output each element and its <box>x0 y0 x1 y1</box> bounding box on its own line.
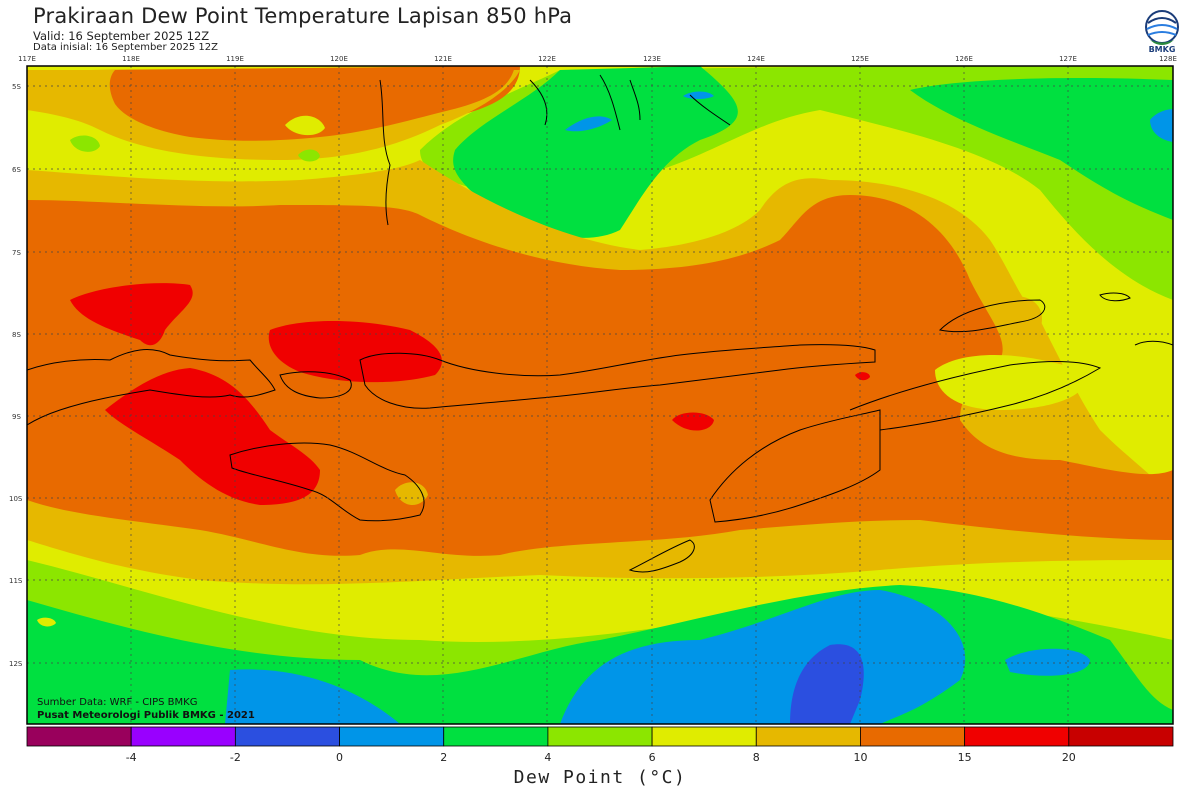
lat-label: 7S <box>12 249 21 257</box>
lon-label: 124E <box>747 55 765 63</box>
lat-label: 5S <box>12 83 21 91</box>
lon-label: 126E <box>955 55 973 63</box>
coast-timor-east <box>849 361 1102 431</box>
coast-lombok <box>279 371 352 399</box>
coast-sumbawa2 <box>359 344 876 409</box>
valid-time: Valid: 16 September 2025 12Z <box>33 29 210 43</box>
lon-labels: 117E 118E 119E 120E 121E 122E 123E 124E … <box>18 55 1177 63</box>
lat-labels: 5S 6S 7S 8S 9S 10S 11S 12S <box>9 83 23 668</box>
field-red-lombok <box>268 321 442 383</box>
lat-label: 9S <box>12 413 21 421</box>
field-lightblue-ne <box>1150 109 1173 142</box>
coast-kisar <box>1134 340 1173 346</box>
field-blue-south <box>790 644 864 724</box>
field-orange-nw2 <box>109 66 515 141</box>
field-lightblue-se <box>1005 648 1090 676</box>
lon-label: 120E <box>330 55 348 63</box>
gridlines <box>27 66 1173 724</box>
lon-label: 125E <box>851 55 869 63</box>
lat-label: 6S <box>12 166 21 174</box>
bmkg-logo-icon <box>1145 10 1179 45</box>
lon-label: 127E <box>1059 55 1077 63</box>
field-red-dot2 <box>855 372 870 381</box>
lon-label: 118E <box>122 55 140 63</box>
coast-timor <box>709 409 881 523</box>
lon-label: 117E <box>18 55 36 63</box>
field-amber-east <box>1000 296 1042 336</box>
field-layers <box>27 66 1173 724</box>
map-frame <box>26 65 1174 725</box>
coast-wetar <box>1099 292 1131 302</box>
field-red-west <box>70 283 193 346</box>
field-lightblue-south2 <box>560 590 966 724</box>
field-green-north <box>453 66 738 238</box>
coast-sulawesi <box>379 79 391 226</box>
field-yellow-east <box>935 355 1086 410</box>
colorbar-unit-label: Dew Point (°C) <box>513 767 687 788</box>
lat-label: 11S <box>9 577 23 585</box>
lat-label: 10S <box>9 495 23 503</box>
field-yellow-west <box>37 617 56 627</box>
page-title: Prakiraan Dew Point Temperature Lapisan … <box>33 4 573 28</box>
field-lime-nw <box>70 135 100 152</box>
lon-label: 128E <box>1159 55 1177 63</box>
field-red-dot <box>672 412 714 431</box>
coastlines <box>27 74 1173 573</box>
source-credit: Sumber Data: WRF - CIPS BMKG <box>37 697 198 708</box>
field-lightblue-north2 <box>683 91 714 99</box>
org-credit: Pusat Meteorologi Publik BMKG - 2021 <box>37 710 255 721</box>
field-green-ne <box>910 78 1173 220</box>
coast-flores-n <box>938 299 1046 333</box>
field-amber-sumba <box>395 482 428 506</box>
lon-label: 121E <box>434 55 452 63</box>
lat-label: 8S <box>12 331 21 339</box>
coast-north-islands <box>529 74 731 131</box>
field-red-sumbawa <box>105 368 320 505</box>
field-lightblue-north <box>565 116 612 132</box>
coast-sumba <box>229 442 425 522</box>
lon-label: 119E <box>226 55 244 63</box>
lat-label: 12S <box>9 660 23 668</box>
field-yellow-nw <box>285 115 325 136</box>
coast-sumbawa <box>27 349 276 426</box>
field-lime-nw2 <box>298 149 320 162</box>
lon-label: 122E <box>538 55 556 63</box>
coast-rote <box>628 539 695 573</box>
field-lightblue-south <box>225 669 400 724</box>
lon-label: 123E <box>643 55 661 63</box>
logo-text: BMKG <box>1148 45 1176 54</box>
init-time: Data inisial: 16 September 2025 12Z <box>33 42 218 53</box>
